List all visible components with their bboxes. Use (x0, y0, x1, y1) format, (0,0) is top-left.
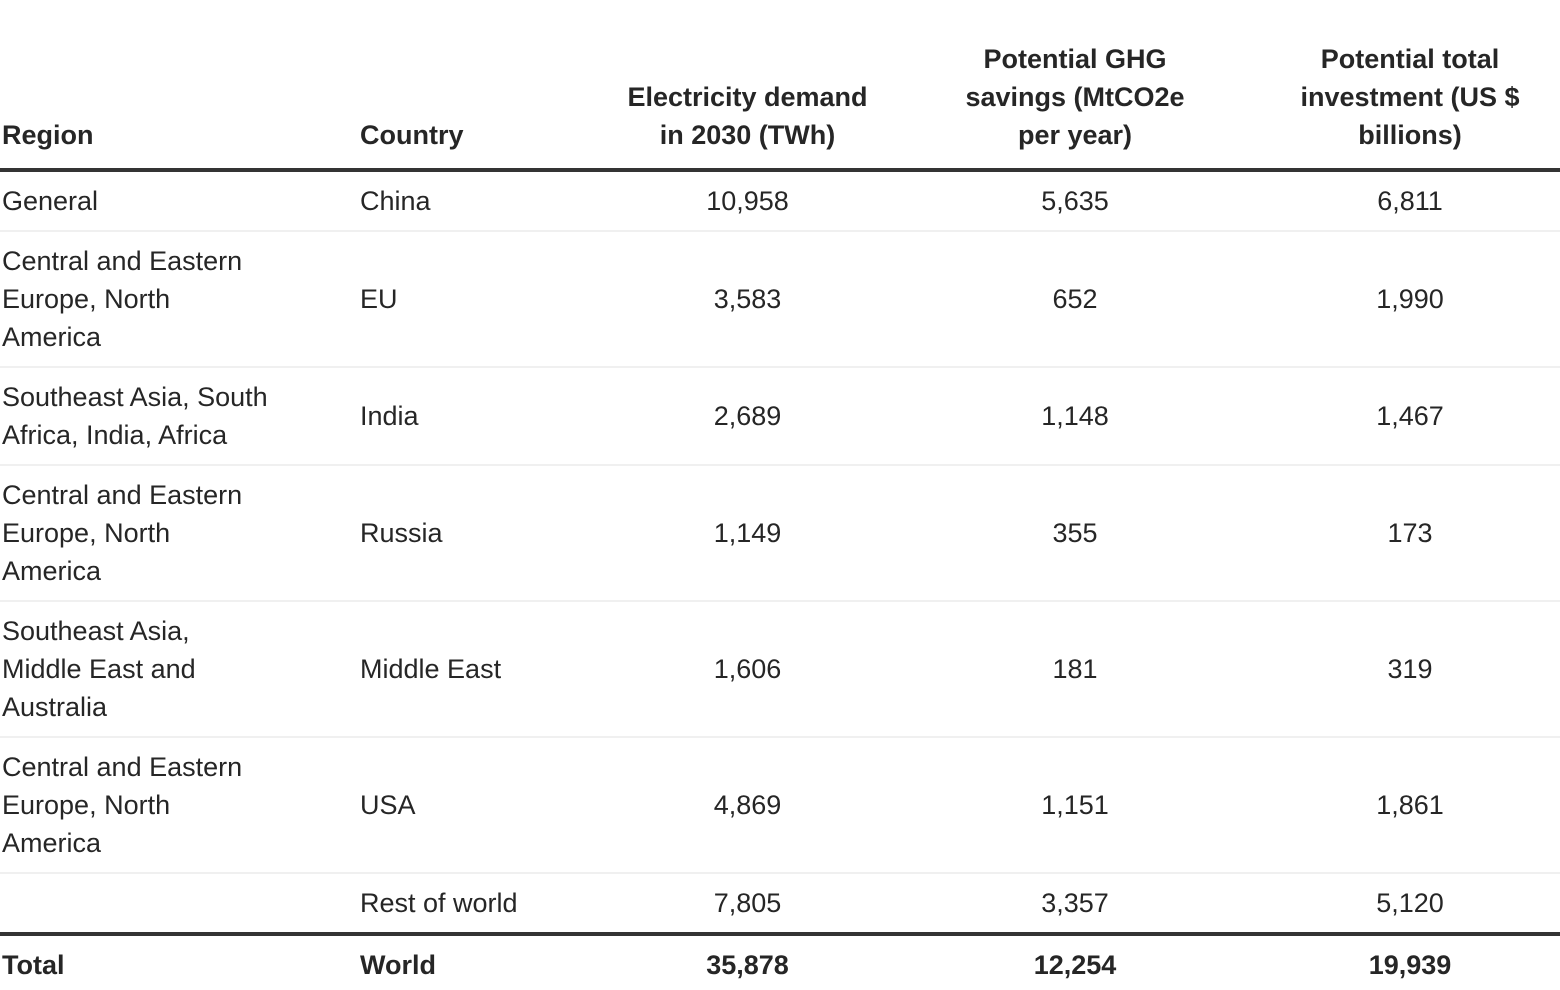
cell-investment: 1,861 (1260, 737, 1560, 874)
header-ghg-savings: Potential GHG savings (MtCO2e per year) (890, 0, 1260, 172)
header-region: Region (0, 0, 360, 172)
cell-ghg: 1,151 (890, 737, 1260, 874)
cell-investment: 173 (1260, 465, 1560, 602)
table-row-rest-of-world: Rest of world 7,805 3,357 5,120 (0, 873, 1560, 934)
cell-ghg: 3,357 (1041, 888, 1109, 918)
table-body: General China 10,958 5,635 6,811 Central… (0, 170, 1560, 990)
cell-investment: 1,990 (1260, 231, 1560, 368)
cell-total-country: World (360, 932, 605, 990)
cell-ghg: 1,148 (890, 367, 1260, 466)
cell-region: Central and Eastern Europe, North Americ… (0, 231, 360, 368)
cell-investment: 6,811 (1260, 170, 1560, 232)
cell-country: Russia (360, 465, 605, 602)
table-row-eu: Central and Eastern Europe, North Americ… (0, 231, 1560, 368)
cell-country: India (360, 367, 605, 466)
table-header: Region Country Electricity demand in 203… (0, 0, 1560, 172)
cell-demand: 7,805 (713, 888, 782, 918)
cell-total-label: Total (0, 932, 360, 990)
cell-ghg: 652 (890, 231, 1260, 368)
table-row-china: General China 10,958 5,635 6,811 (0, 170, 1560, 232)
cell-demand: 1,149 (605, 465, 890, 602)
cell-country: EU (360, 231, 605, 368)
header-country: Country (360, 0, 605, 172)
cell-country: USA (360, 737, 605, 874)
header-electricity-demand: Electricity demand in 2030 (TWh) (605, 0, 890, 172)
table-row-total: Total World 35,878 12,254 19,939 (0, 932, 1560, 990)
cell-demand: 3,583 (605, 231, 890, 368)
table-row-india: Southeast Asia, South Africa, India, Afr… (0, 367, 1560, 466)
header-row: Region Country Electricity demand in 203… (0, 0, 1560, 172)
cell-demand: 1,606 (605, 601, 890, 738)
cell-total-demand: 35,878 (605, 932, 890, 990)
cell-region: Southeast Asia, Middle East and Australi… (0, 601, 360, 738)
cell-region: Central and Eastern Europe, North Americ… (0, 465, 360, 602)
cell-region (0, 873, 360, 934)
cell-demand: 10,958 (605, 170, 890, 232)
cell-region: General (0, 170, 360, 232)
table-row-middle-east: Southeast Asia, Middle East and Australi… (0, 601, 1560, 738)
cell-total-ghg: 12,254 (890, 932, 1260, 990)
cell-ghg: 355 (890, 465, 1260, 602)
table-row-russia: Central and Eastern Europe, North Americ… (0, 465, 1560, 602)
table-row-usa: Central and Eastern Europe, North Americ… (0, 737, 1560, 874)
cell-ghg: 181 (890, 601, 1260, 738)
cell-country: Middle East (360, 601, 605, 738)
cell-ghg: 5,635 (890, 170, 1260, 232)
cell-demand: 2,689 (605, 367, 890, 466)
cell-investment: 1,467 (1260, 367, 1560, 466)
cell-investment: 319 (1260, 601, 1560, 738)
cell-country: Rest of world (360, 888, 518, 918)
cell-total-investment: 19,939 (1260, 932, 1560, 990)
cell-region: Southeast Asia, South Africa, India, Afr… (0, 367, 360, 466)
header-total-investment: Potential total investment (US $ billion… (1260, 0, 1560, 172)
cell-country: China (360, 170, 605, 232)
cell-investment: 5,120 (1376, 888, 1444, 918)
cell-region: Central and Eastern Europe, North Americ… (0, 737, 360, 874)
cell-demand: 4,869 (605, 737, 890, 874)
